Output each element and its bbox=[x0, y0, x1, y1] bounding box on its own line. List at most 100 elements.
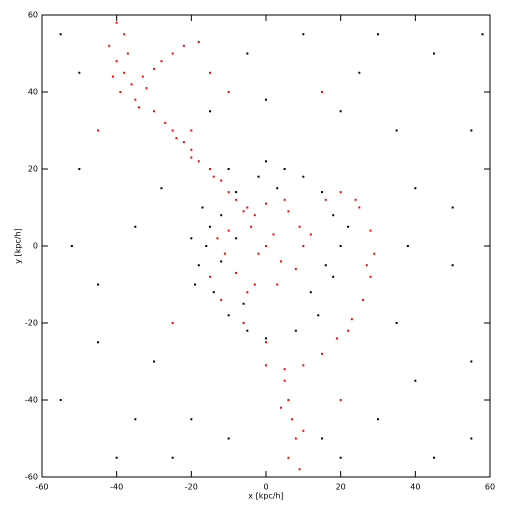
particle bbox=[171, 52, 174, 55]
particle bbox=[235, 271, 238, 274]
particle bbox=[190, 129, 193, 132]
particle bbox=[164, 121, 167, 124]
particle bbox=[115, 456, 118, 459]
particle bbox=[190, 156, 193, 159]
particle bbox=[451, 264, 454, 267]
particle bbox=[197, 40, 200, 43]
particle bbox=[194, 283, 197, 286]
particle bbox=[97, 283, 99, 286]
y-tick-label: -20 bbox=[25, 319, 38, 328]
x-tick-label: -40 bbox=[110, 483, 123, 492]
particle bbox=[153, 110, 155, 113]
particle bbox=[223, 252, 226, 255]
particle bbox=[197, 160, 200, 163]
particle bbox=[141, 75, 144, 78]
particle bbox=[134, 98, 137, 101]
particle bbox=[302, 245, 305, 247]
particle bbox=[227, 229, 230, 232]
particle bbox=[119, 91, 122, 93]
particle bbox=[115, 21, 118, 24]
particle bbox=[276, 187, 279, 190]
particle bbox=[362, 298, 365, 301]
particle bbox=[253, 283, 256, 286]
y-tick-label: 0 bbox=[33, 242, 38, 251]
particle bbox=[339, 191, 342, 194]
particle bbox=[369, 229, 372, 232]
particle bbox=[377, 33, 379, 36]
particle bbox=[253, 214, 256, 217]
particle bbox=[242, 322, 245, 324]
particle bbox=[414, 187, 417, 190]
particle bbox=[265, 364, 267, 367]
particle bbox=[78, 168, 81, 170]
particle bbox=[160, 187, 163, 190]
particle bbox=[220, 214, 223, 217]
x-tick-label: 20 bbox=[336, 483, 346, 492]
particle bbox=[279, 260, 282, 263]
particle bbox=[309, 233, 312, 236]
particle bbox=[294, 329, 297, 332]
particle bbox=[291, 418, 294, 421]
y-tick-label: -60 bbox=[25, 473, 38, 482]
particle bbox=[123, 71, 126, 74]
particle bbox=[324, 264, 327, 267]
particle bbox=[257, 252, 260, 255]
particle bbox=[235, 198, 238, 201]
particle bbox=[470, 129, 473, 132]
particle bbox=[171, 129, 174, 132]
particle bbox=[265, 341, 267, 344]
particle bbox=[373, 252, 376, 255]
particle bbox=[332, 275, 335, 278]
particle bbox=[138, 106, 141, 109]
particle bbox=[294, 268, 297, 271]
particle bbox=[451, 206, 454, 209]
particle bbox=[190, 148, 193, 151]
particle bbox=[317, 314, 320, 317]
particle bbox=[108, 44, 111, 47]
particle bbox=[265, 337, 267, 340]
particle bbox=[126, 52, 129, 55]
x-tick-label: 40 bbox=[410, 483, 420, 492]
particle bbox=[209, 225, 211, 228]
particle bbox=[332, 214, 335, 217]
particle bbox=[287, 399, 290, 401]
particle bbox=[190, 237, 193, 240]
particle bbox=[115, 60, 118, 63]
y-tick-label: -40 bbox=[25, 396, 38, 405]
y-axis-label: y [kpc/h] bbox=[14, 228, 23, 263]
particle bbox=[433, 456, 435, 459]
particle bbox=[220, 260, 223, 263]
particle bbox=[279, 406, 282, 409]
x-tick-label: -60 bbox=[35, 483, 48, 492]
particle bbox=[197, 264, 200, 267]
particle bbox=[321, 437, 323, 440]
particle bbox=[171, 456, 174, 459]
particle bbox=[134, 418, 137, 421]
particle bbox=[59, 33, 62, 36]
particle bbox=[70, 245, 73, 247]
particle bbox=[347, 225, 350, 228]
particle bbox=[246, 329, 249, 332]
particle bbox=[227, 437, 230, 440]
particle bbox=[246, 291, 249, 294]
particle bbox=[257, 175, 260, 178]
particle bbox=[287, 456, 290, 459]
particle bbox=[160, 60, 163, 63]
particle bbox=[287, 210, 290, 213]
particle bbox=[433, 52, 435, 55]
particle bbox=[276, 283, 279, 286]
particle bbox=[246, 52, 249, 55]
particle bbox=[220, 298, 223, 301]
particle bbox=[302, 175, 305, 178]
particle bbox=[283, 368, 286, 371]
particle bbox=[414, 379, 417, 382]
particle bbox=[242, 210, 245, 213]
particle bbox=[335, 337, 338, 340]
particle bbox=[97, 129, 99, 132]
particle bbox=[205, 245, 208, 247]
particle bbox=[212, 291, 215, 294]
particle bbox=[321, 91, 323, 93]
particle bbox=[395, 322, 398, 324]
x-axis-label: x [kpc/h] bbox=[248, 492, 283, 501]
particle bbox=[298, 468, 301, 471]
